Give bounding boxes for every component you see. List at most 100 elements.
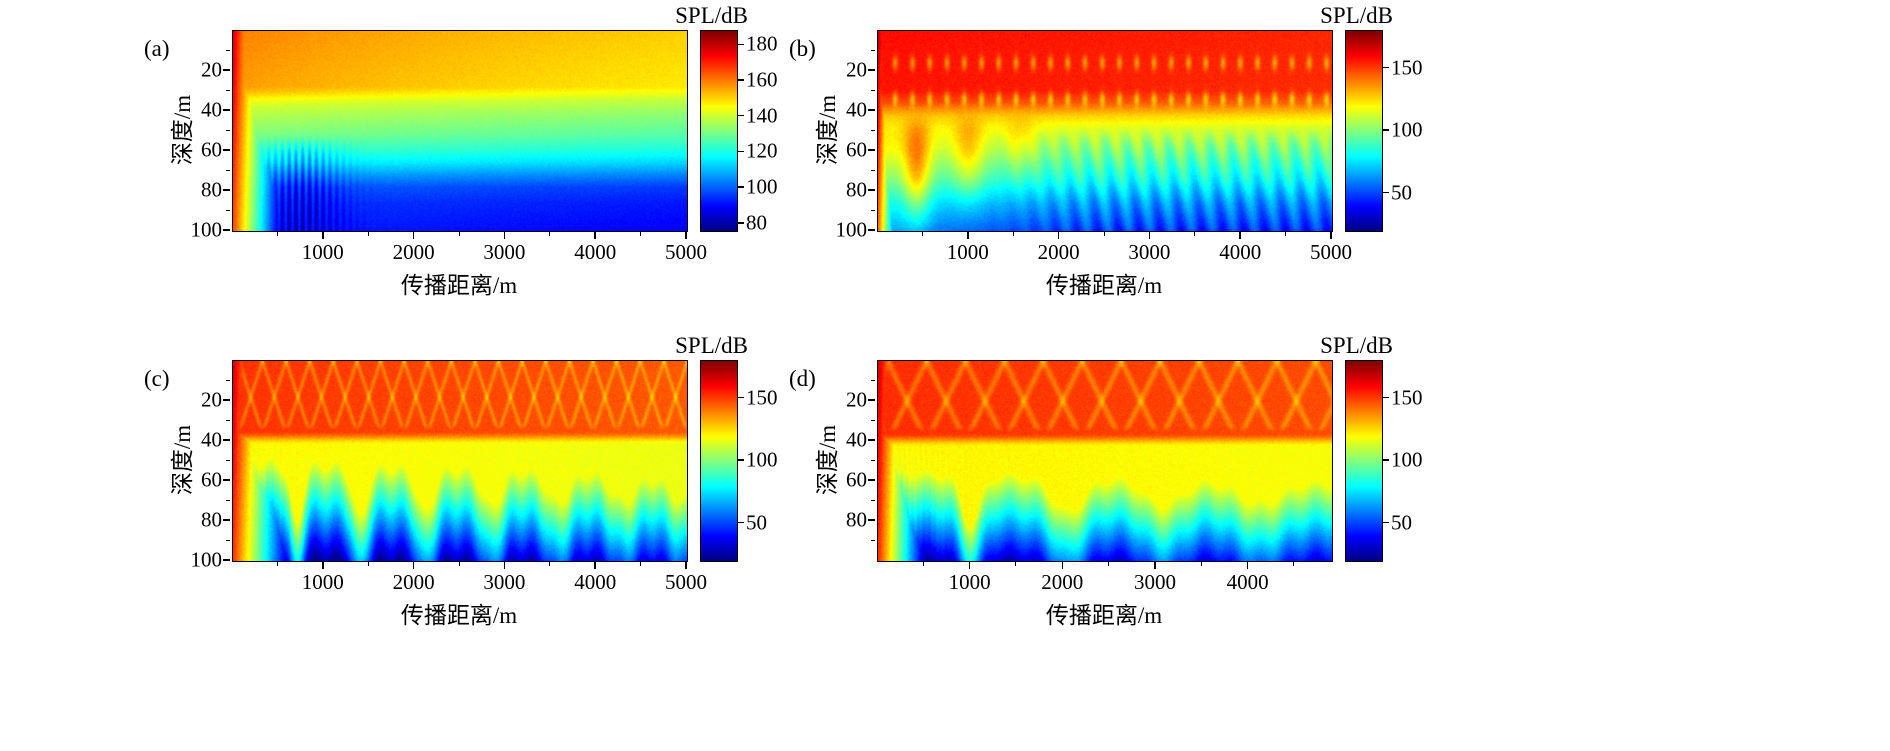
x-axis-title: 传播距离/m [400, 603, 518, 628]
y-tick-label: 20 [846, 57, 867, 82]
x-tick-mark [1330, 231, 1332, 239]
colorbar-tick-label: 150 [1391, 55, 1423, 79]
x-minor-tick-mark [921, 231, 923, 236]
x-tick-mark [1246, 561, 1249, 569]
x-tick-mark [322, 561, 324, 569]
y-minor-tick-mark [871, 49, 876, 51]
y-minor-tick-mark [871, 539, 876, 541]
y-tick-mark [868, 229, 876, 231]
y-axis-title: 深度/m [815, 424, 840, 496]
y-minor-tick-mark [226, 459, 231, 461]
y-tick-label: 20 [201, 387, 222, 412]
panel-b: (b) SPL/dB 深度/m 传播距离/m 1000 2000 3000 4000 5… [773, 3, 1463, 346]
x-tick-mark [1154, 561, 1156, 569]
panel-c-label: (c) [144, 366, 170, 391]
y-tick-label: 100 [835, 217, 868, 242]
x-tick-mark [1057, 231, 1060, 239]
panel-a-label: (a) [144, 36, 170, 61]
x-minor-tick-mark [1103, 231, 1105, 236]
x-tick-label: 2000 [1041, 570, 1084, 594]
x-tick-label: 2000 [1037, 240, 1080, 264]
x-minor-tick-mark [1015, 561, 1017, 566]
x-tick-label: 4000 [1219, 240, 1262, 264]
colorbar-title: SPL/dB [1320, 3, 1393, 28]
colorbar-tick-mark [737, 43, 744, 46]
y-tick-label: 80 [201, 507, 222, 532]
x-tick-label: 4000 [574, 240, 617, 264]
x-minor-tick-mark [1293, 561, 1295, 566]
colorbar-tick-mark [737, 459, 744, 461]
x-tick-label: 5000 [665, 570, 707, 594]
y-tick-label: 100 [190, 217, 223, 242]
heatmap-canvas [233, 31, 687, 231]
x-minor-tick-mark [549, 561, 551, 566]
x-tick-label: 3000 [483, 570, 526, 594]
colorbar-tick-mark [737, 521, 744, 524]
x-tick-label: 3000 [1133, 570, 1176, 594]
x-tick-label: 4000 [1226, 570, 1269, 594]
heatmap-canvas [878, 31, 1332, 231]
y-tick-mark [223, 109, 231, 111]
x-minor-tick-mark [549, 231, 551, 236]
panel-d: (d) SPL/dB 深度/m 传播距离/m 1000 2000 3000 4000 2… [773, 333, 1463, 676]
x-tick-label: 3000 [483, 240, 526, 264]
y-minor-tick-mark [226, 499, 231, 501]
colorbar-tick-label: 100 [1391, 117, 1423, 142]
panel-c: (c) SPL/dB 深度/m 传播距离/m 1000 2000 3000 4000 5… [128, 333, 818, 676]
x-tick-label: 5000 [1310, 240, 1352, 264]
x-axis-title: 传播距离/m [1045, 603, 1163, 628]
y-tick-mark [223, 149, 231, 151]
x-tick-mark [503, 561, 506, 569]
y-minor-tick-mark [871, 499, 876, 501]
colorbar-tick-mark [1382, 191, 1389, 194]
colorbar-tick-label: 50 [1391, 180, 1412, 204]
x-tick-label: 5000 [665, 240, 707, 264]
x-tick-label: 1000 [946, 240, 989, 264]
colorbar-canvas [1346, 31, 1382, 231]
panel-d-label: (d) [789, 366, 816, 391]
y-minor-tick-mark [226, 89, 231, 91]
colorbar-tick-mark [737, 79, 744, 81]
y-minor-tick-mark [226, 49, 231, 51]
colorbar-tick-mark [737, 186, 744, 188]
x-tick-mark [1148, 231, 1151, 239]
colorbar-canvas [1346, 361, 1382, 561]
colorbar-title: SPL/dB [675, 3, 748, 28]
y-tick-label: 80 [846, 177, 867, 202]
x-axis-title: 传播距离/m [1045, 273, 1163, 298]
y-tick-label: 20 [846, 387, 867, 412]
y-minor-tick-mark [871, 459, 876, 461]
y-tick-mark [223, 229, 231, 231]
y-tick-mark [868, 189, 876, 191]
y-tick-mark [223, 69, 231, 71]
colorbar-tick-mark [737, 150, 744, 153]
heatmap-canvas [233, 361, 687, 561]
colorbar [1345, 30, 1383, 232]
colorbar-tick-label: 100 [1391, 447, 1423, 472]
panel-a: (a) SPL/dB 深度/m 传播距离/m 1000 2000 3000 4000 5… [128, 3, 818, 346]
colorbar [700, 30, 738, 232]
colorbar-tick-mark [1382, 459, 1389, 461]
x-tick-label: 2000 [392, 570, 435, 594]
heatmap-plot [877, 360, 1333, 562]
x-tick-label: 3000 [1128, 240, 1171, 264]
x-tick-mark [968, 561, 971, 569]
colorbar [700, 360, 738, 562]
heatmap-canvas [878, 361, 1332, 561]
colorbar-title: SPL/dB [675, 333, 748, 358]
y-tick-mark [223, 399, 231, 401]
x-minor-tick-mark [1108, 561, 1110, 566]
y-minor-tick-mark [226, 539, 231, 541]
y-minor-tick-mark [226, 379, 231, 381]
x-minor-tick-mark [1012, 231, 1014, 236]
x-tick-label: 2000 [392, 240, 435, 264]
x-tick-mark [967, 231, 969, 239]
y-minor-tick-mark [226, 169, 231, 171]
colorbar-tick-mark [737, 114, 744, 117]
x-axis-title: 传播距离/m [400, 273, 518, 298]
x-tick-mark [1061, 561, 1064, 569]
x-minor-tick-mark [922, 561, 924, 566]
x-tick-label: 1000 [301, 240, 344, 264]
y-tick-mark [868, 399, 876, 401]
